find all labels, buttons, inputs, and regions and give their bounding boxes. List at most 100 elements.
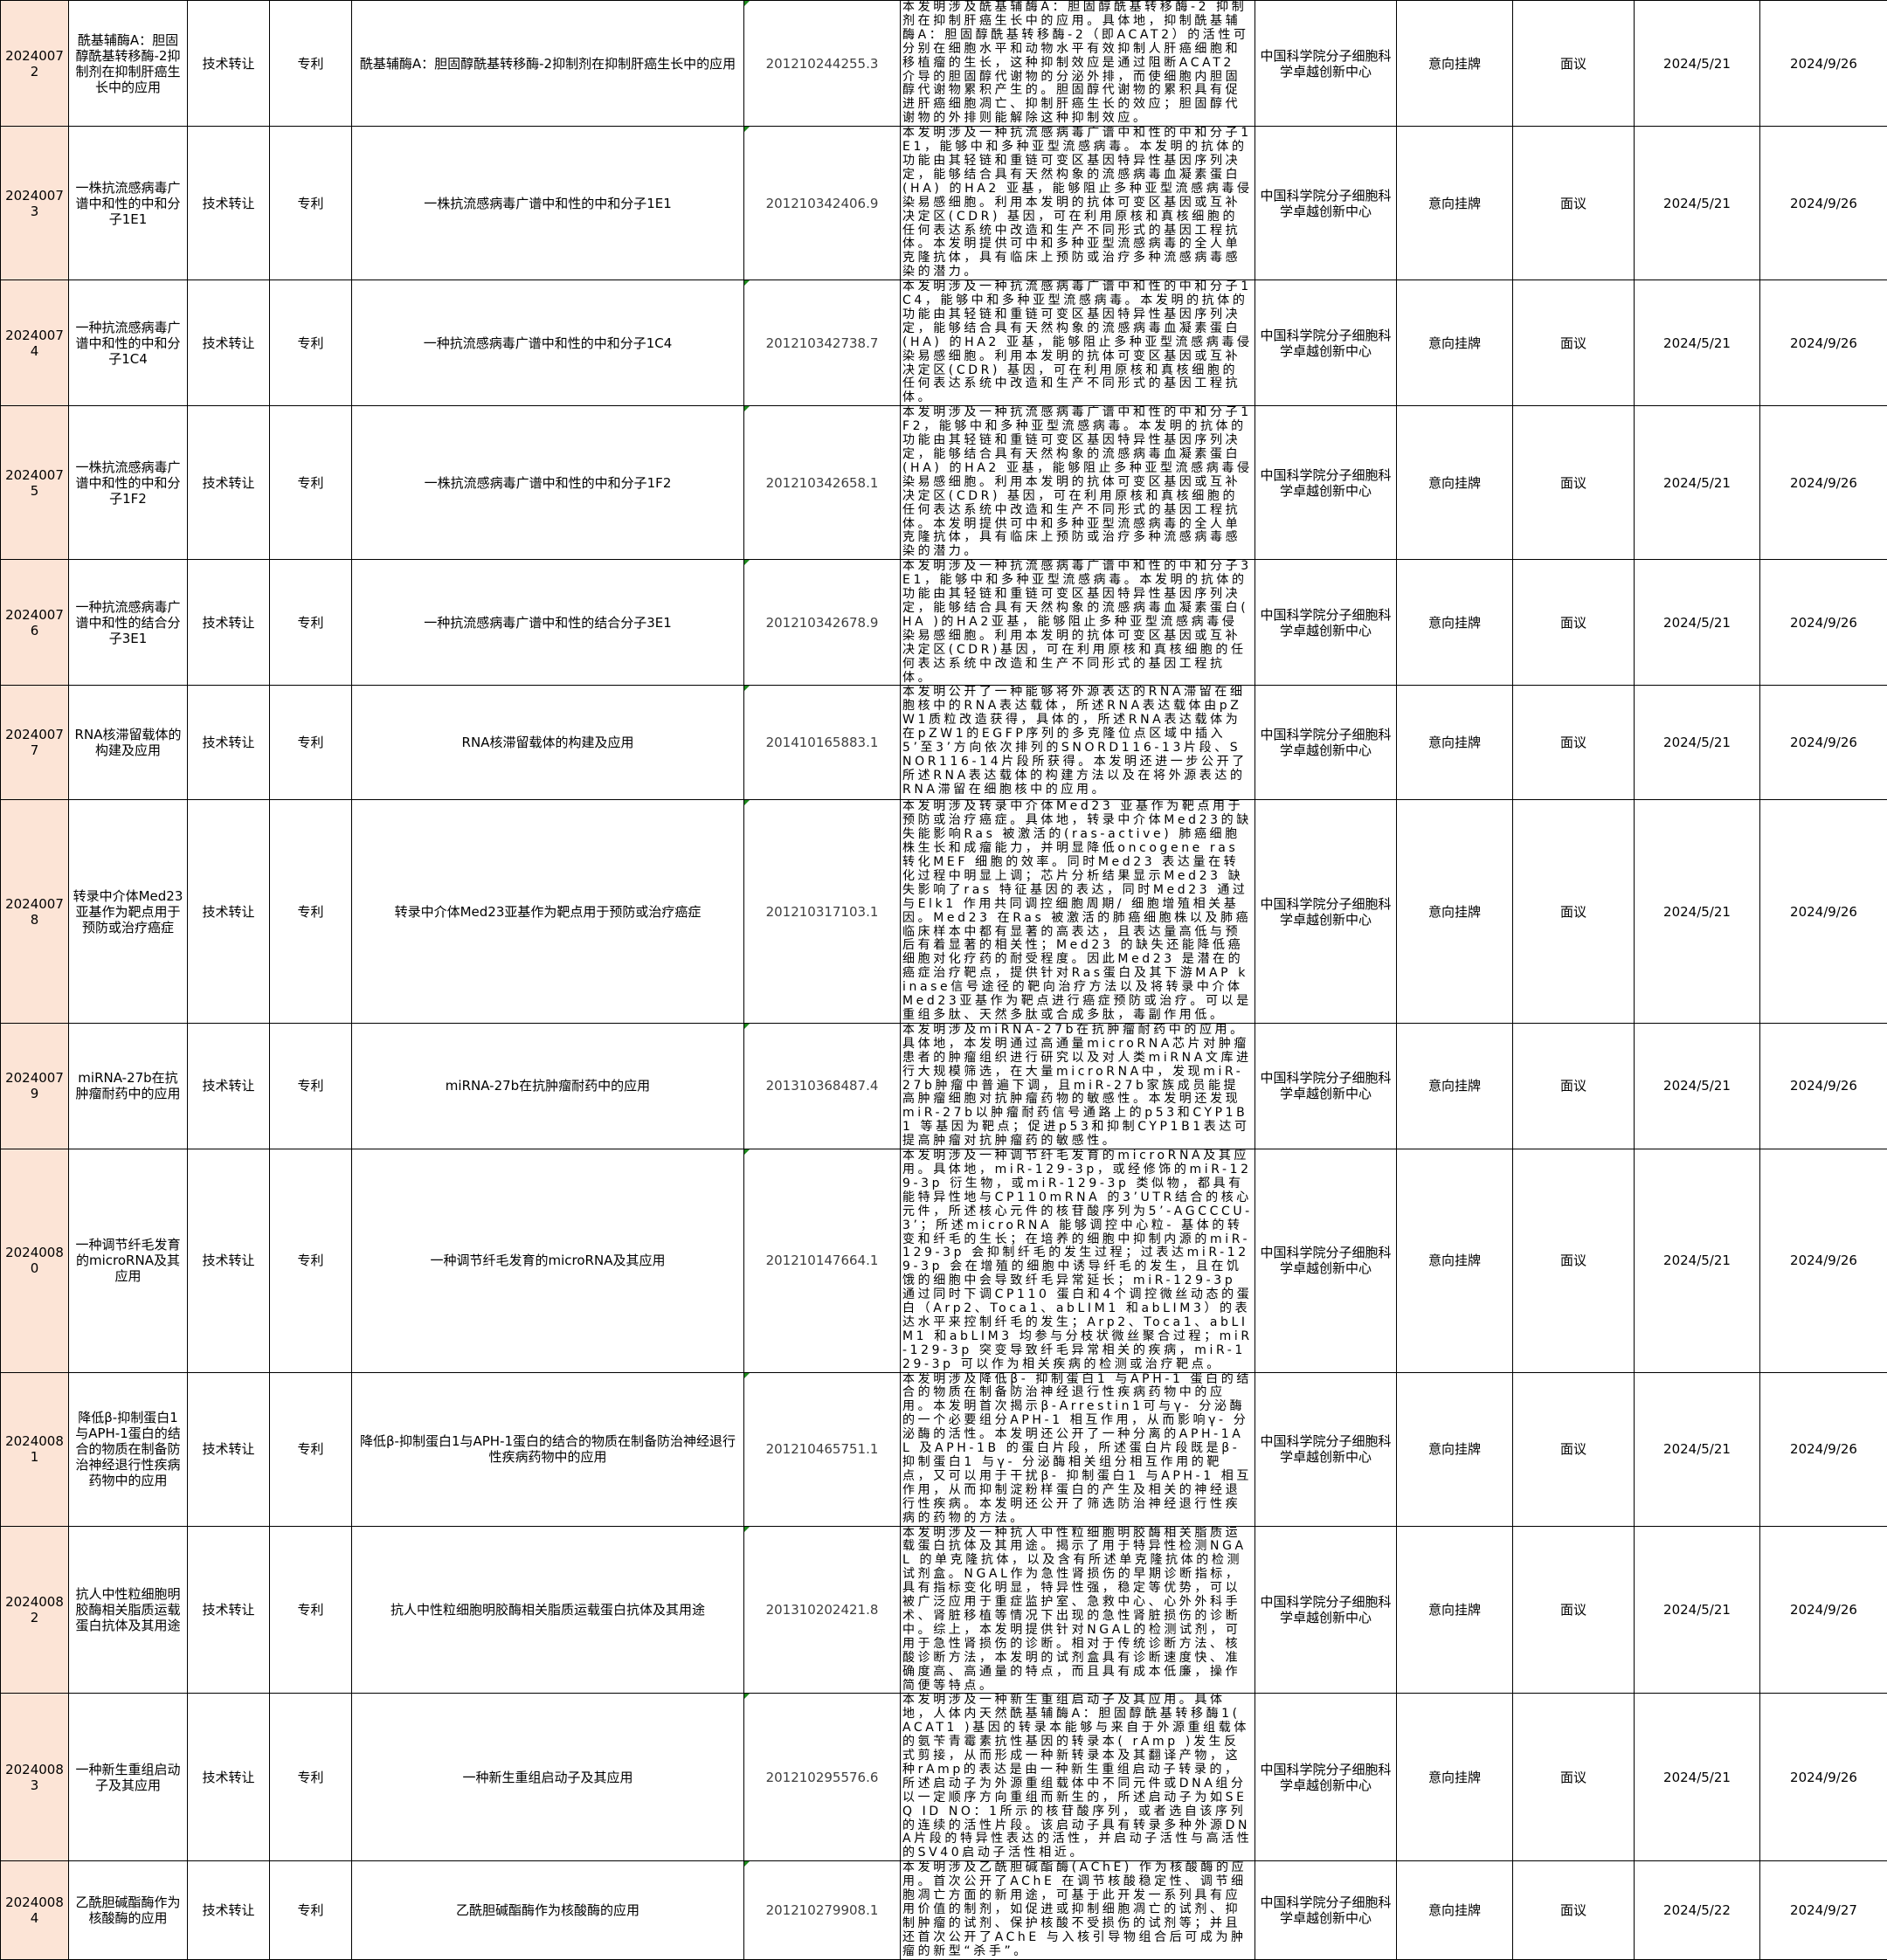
cell-patent-number[interactable]: 201210147664.1 <box>744 1149 901 1373</box>
cell-ip-type[interactable]: 专利 <box>270 1149 352 1373</box>
cell-patent-name[interactable]: 降低β-抑制蛋白1与APH-1蛋白的结合的物质在制备防治神经退行性疾病药物中的应… <box>352 1372 744 1526</box>
cell-price[interactable]: 面议 <box>1513 1149 1635 1373</box>
cell-ip-type[interactable]: 专利 <box>270 280 352 406</box>
cell-listing-id[interactable]: 20240083 <box>1 1694 69 1861</box>
cell-transfer-mode[interactable]: 技术转让 <box>188 560 270 686</box>
cell-price[interactable]: 面议 <box>1513 1526 1635 1694</box>
cell-organization[interactable]: 中国科学院分子细胞科学卓越创新中心 <box>1255 1372 1397 1526</box>
cell-patent-name[interactable]: 抗人中性粒细胞明胶酶相关脂质运载蛋白抗体及其用途 <box>352 1526 744 1694</box>
cell-end-date[interactable]: 2024/9/26 <box>1760 1149 1887 1373</box>
cell-organization[interactable]: 中国科学院分子细胞科学卓越创新中心 <box>1255 1861 1397 1959</box>
cell-patent-number[interactable]: 201210465751.1 <box>744 1372 901 1526</box>
cell-project-name[interactable]: 一种调节纤毛发育的microRNA及其应用 <box>69 1149 188 1373</box>
cell-description[interactable]: 本发明涉及一种抗流感病毒广谱中和性的中和分子1C4，能够中和多种亚型流感病毒。本… <box>901 280 1255 406</box>
cell-organization[interactable]: 中国科学院分子细胞科学卓越创新中心 <box>1255 1023 1397 1149</box>
cell-patent-number[interactable]: 201210295576.6 <box>744 1694 901 1861</box>
cell-description[interactable]: 本发明涉及一种抗人中性粒细胞明胶酶相关脂质运载蛋白抗体及其用途。揭示了用于特异性… <box>901 1526 1255 1694</box>
cell-start-date[interactable]: 2024/5/21 <box>1635 127 1760 280</box>
cell-listing-type[interactable]: 意向挂牌 <box>1397 1861 1513 1959</box>
cell-transfer-mode[interactable]: 技术转让 <box>188 127 270 280</box>
cell-patent-number[interactable]: 201210342678.9 <box>744 560 901 686</box>
cell-end-date[interactable]: 2024/9/26 <box>1760 1 1887 127</box>
cell-project-name[interactable]: 降低β-抑制蛋白1与APH-1蛋白的结合的物质在制备防治神经退行性疾病药物中的应… <box>69 1372 188 1526</box>
cell-patent-number[interactable]: 201210317103.1 <box>744 800 901 1024</box>
cell-organization[interactable]: 中国科学院分子细胞科学卓越创新中心 <box>1255 560 1397 686</box>
cell-end-date[interactable]: 2024/9/26 <box>1760 406 1887 560</box>
cell-ip-type[interactable]: 专利 <box>270 1526 352 1694</box>
cell-patent-number[interactable]: 201310368487.4 <box>744 1023 901 1149</box>
cell-price[interactable]: 面议 <box>1513 1372 1635 1526</box>
cell-listing-id[interactable]: 20240082 <box>1 1526 69 1694</box>
cell-patent-name[interactable]: 乙酰胆碱酯酶作为核酸酶的应用 <box>352 1861 744 1959</box>
cell-patent-number[interactable]: 201210342406.9 <box>744 127 901 280</box>
cell-price[interactable]: 面议 <box>1513 1861 1635 1959</box>
cell-listing-type[interactable]: 意向挂牌 <box>1397 1 1513 127</box>
cell-patent-name[interactable]: 一种调节纤毛发育的microRNA及其应用 <box>352 1149 744 1373</box>
cell-ip-type[interactable]: 专利 <box>270 1861 352 1959</box>
cell-listing-id[interactable]: 20240080 <box>1 1149 69 1373</box>
cell-start-date[interactable]: 2024/5/21 <box>1635 560 1760 686</box>
cell-project-name[interactable]: 一株抗流感病毒广谱中和性的中和分子1E1 <box>69 127 188 280</box>
cell-patent-number[interactable]: 201210342658.1 <box>744 406 901 560</box>
cell-listing-id[interactable]: 20240072 <box>1 1 69 127</box>
cell-listing-id[interactable]: 20240075 <box>1 406 69 560</box>
cell-price[interactable]: 面议 <box>1513 280 1635 406</box>
cell-listing-type[interactable]: 意向挂牌 <box>1397 800 1513 1024</box>
cell-description[interactable]: 本发明涉及一种抗流感病毒广谱中和性的中和分子3E1，能够中和多种亚型流感病毒。本… <box>901 560 1255 686</box>
cell-end-date[interactable]: 2024/9/26 <box>1760 800 1887 1024</box>
cell-listing-id[interactable]: 20240077 <box>1 686 69 800</box>
cell-start-date[interactable]: 2024/5/22 <box>1635 1861 1760 1959</box>
cell-end-date[interactable]: 2024/9/26 <box>1760 686 1887 800</box>
cell-start-date[interactable]: 2024/5/21 <box>1635 280 1760 406</box>
cell-price[interactable]: 面议 <box>1513 800 1635 1024</box>
cell-description[interactable]: 本发明涉及一种抗流感病毒广谱中和性的中和分子1E1，能够中和多种亚型流感病毒。本… <box>901 127 1255 280</box>
cell-listing-id[interactable]: 20240081 <box>1 1372 69 1526</box>
cell-organization[interactable]: 中国科学院分子细胞科学卓越创新中心 <box>1255 1526 1397 1694</box>
cell-listing-type[interactable]: 意向挂牌 <box>1397 686 1513 800</box>
cell-ip-type[interactable]: 专利 <box>270 1023 352 1149</box>
cell-price[interactable]: 面议 <box>1513 1 1635 127</box>
cell-listing-type[interactable]: 意向挂牌 <box>1397 280 1513 406</box>
cell-ip-type[interactable]: 专利 <box>270 1694 352 1861</box>
cell-end-date[interactable]: 2024/9/26 <box>1760 280 1887 406</box>
cell-price[interactable]: 面议 <box>1513 406 1635 560</box>
cell-organization[interactable]: 中国科学院分子细胞科学卓越创新中心 <box>1255 800 1397 1024</box>
cell-patent-number[interactable]: 201210342738.7 <box>744 280 901 406</box>
cell-ip-type[interactable]: 专利 <box>270 406 352 560</box>
cell-description[interactable]: 本发明公开了一种能够将外源表达的RNA滞留在细胞核中的RNA表达载体，所述RNA… <box>901 686 1255 800</box>
cell-end-date[interactable]: 2024/9/26 <box>1760 127 1887 280</box>
cell-project-name[interactable]: 转录中介体Med23亚基作为靶点用于预防或治疗癌症 <box>69 800 188 1024</box>
cell-organization[interactable]: 中国科学院分子细胞科学卓越创新中心 <box>1255 1149 1397 1373</box>
cell-project-name[interactable]: 一株抗流感病毒广谱中和性的中和分子1F2 <box>69 406 188 560</box>
cell-description[interactable]: 本发明涉及降低β- 抑制蛋白1 与APH-1 蛋白的结合的物质在制备防治神经退行… <box>901 1372 1255 1526</box>
cell-price[interactable]: 面议 <box>1513 1023 1635 1149</box>
cell-project-name[interactable]: miRNA-27b在抗肿瘤耐药中的应用 <box>69 1023 188 1149</box>
cell-patent-name[interactable]: 一种抗流感病毒广谱中和性的结合分子3E1 <box>352 560 744 686</box>
cell-patent-name[interactable]: miRNA-27b在抗肿瘤耐药中的应用 <box>352 1023 744 1149</box>
cell-patent-name[interactable]: 一种抗流感病毒广谱中和性的中和分子1C4 <box>352 280 744 406</box>
cell-patent-name[interactable]: RNA核滞留载体的构建及应用 <box>352 686 744 800</box>
cell-listing-type[interactable]: 意向挂牌 <box>1397 1526 1513 1694</box>
cell-start-date[interactable]: 2024/5/21 <box>1635 1526 1760 1694</box>
cell-organization[interactable]: 中国科学院分子细胞科学卓越创新中心 <box>1255 280 1397 406</box>
cell-transfer-mode[interactable]: 技术转让 <box>188 280 270 406</box>
cell-ip-type[interactable]: 专利 <box>270 1372 352 1526</box>
cell-start-date[interactable]: 2024/5/21 <box>1635 800 1760 1024</box>
cell-listing-type[interactable]: 意向挂牌 <box>1397 560 1513 686</box>
cell-end-date[interactable]: 2024/9/26 <box>1760 1372 1887 1526</box>
cell-project-name[interactable]: 抗人中性粒细胞明胶酶相关脂质运载蛋白抗体及其用途 <box>69 1526 188 1694</box>
cell-start-date[interactable]: 2024/5/21 <box>1635 686 1760 800</box>
cell-listing-id[interactable]: 20240078 <box>1 800 69 1024</box>
cell-transfer-mode[interactable]: 技术转让 <box>188 1861 270 1959</box>
cell-price[interactable]: 面议 <box>1513 560 1635 686</box>
cell-organization[interactable]: 中国科学院分子细胞科学卓越创新中心 <box>1255 127 1397 280</box>
cell-end-date[interactable]: 2024/9/26 <box>1760 560 1887 686</box>
cell-start-date[interactable]: 2024/5/21 <box>1635 1149 1760 1373</box>
cell-patent-number[interactable]: 201210279908.1 <box>744 1861 901 1959</box>
cell-price[interactable]: 面议 <box>1513 127 1635 280</box>
cell-description[interactable]: 本发明涉及miRNA-27b在抗肿瘤耐药中的应用。具体地，本发明通过高通量mic… <box>901 1023 1255 1149</box>
cell-organization[interactable]: 中国科学院分子细胞科学卓越创新中心 <box>1255 686 1397 800</box>
cell-listing-id[interactable]: 20240084 <box>1 1861 69 1959</box>
cell-project-name[interactable]: 一种新生重组启动子及其应用 <box>69 1694 188 1861</box>
cell-patent-name[interactable]: 酰基辅酶A：胆固醇酰基转移酶-2抑制剂在抑制肝癌生长中的应用 <box>352 1 744 127</box>
